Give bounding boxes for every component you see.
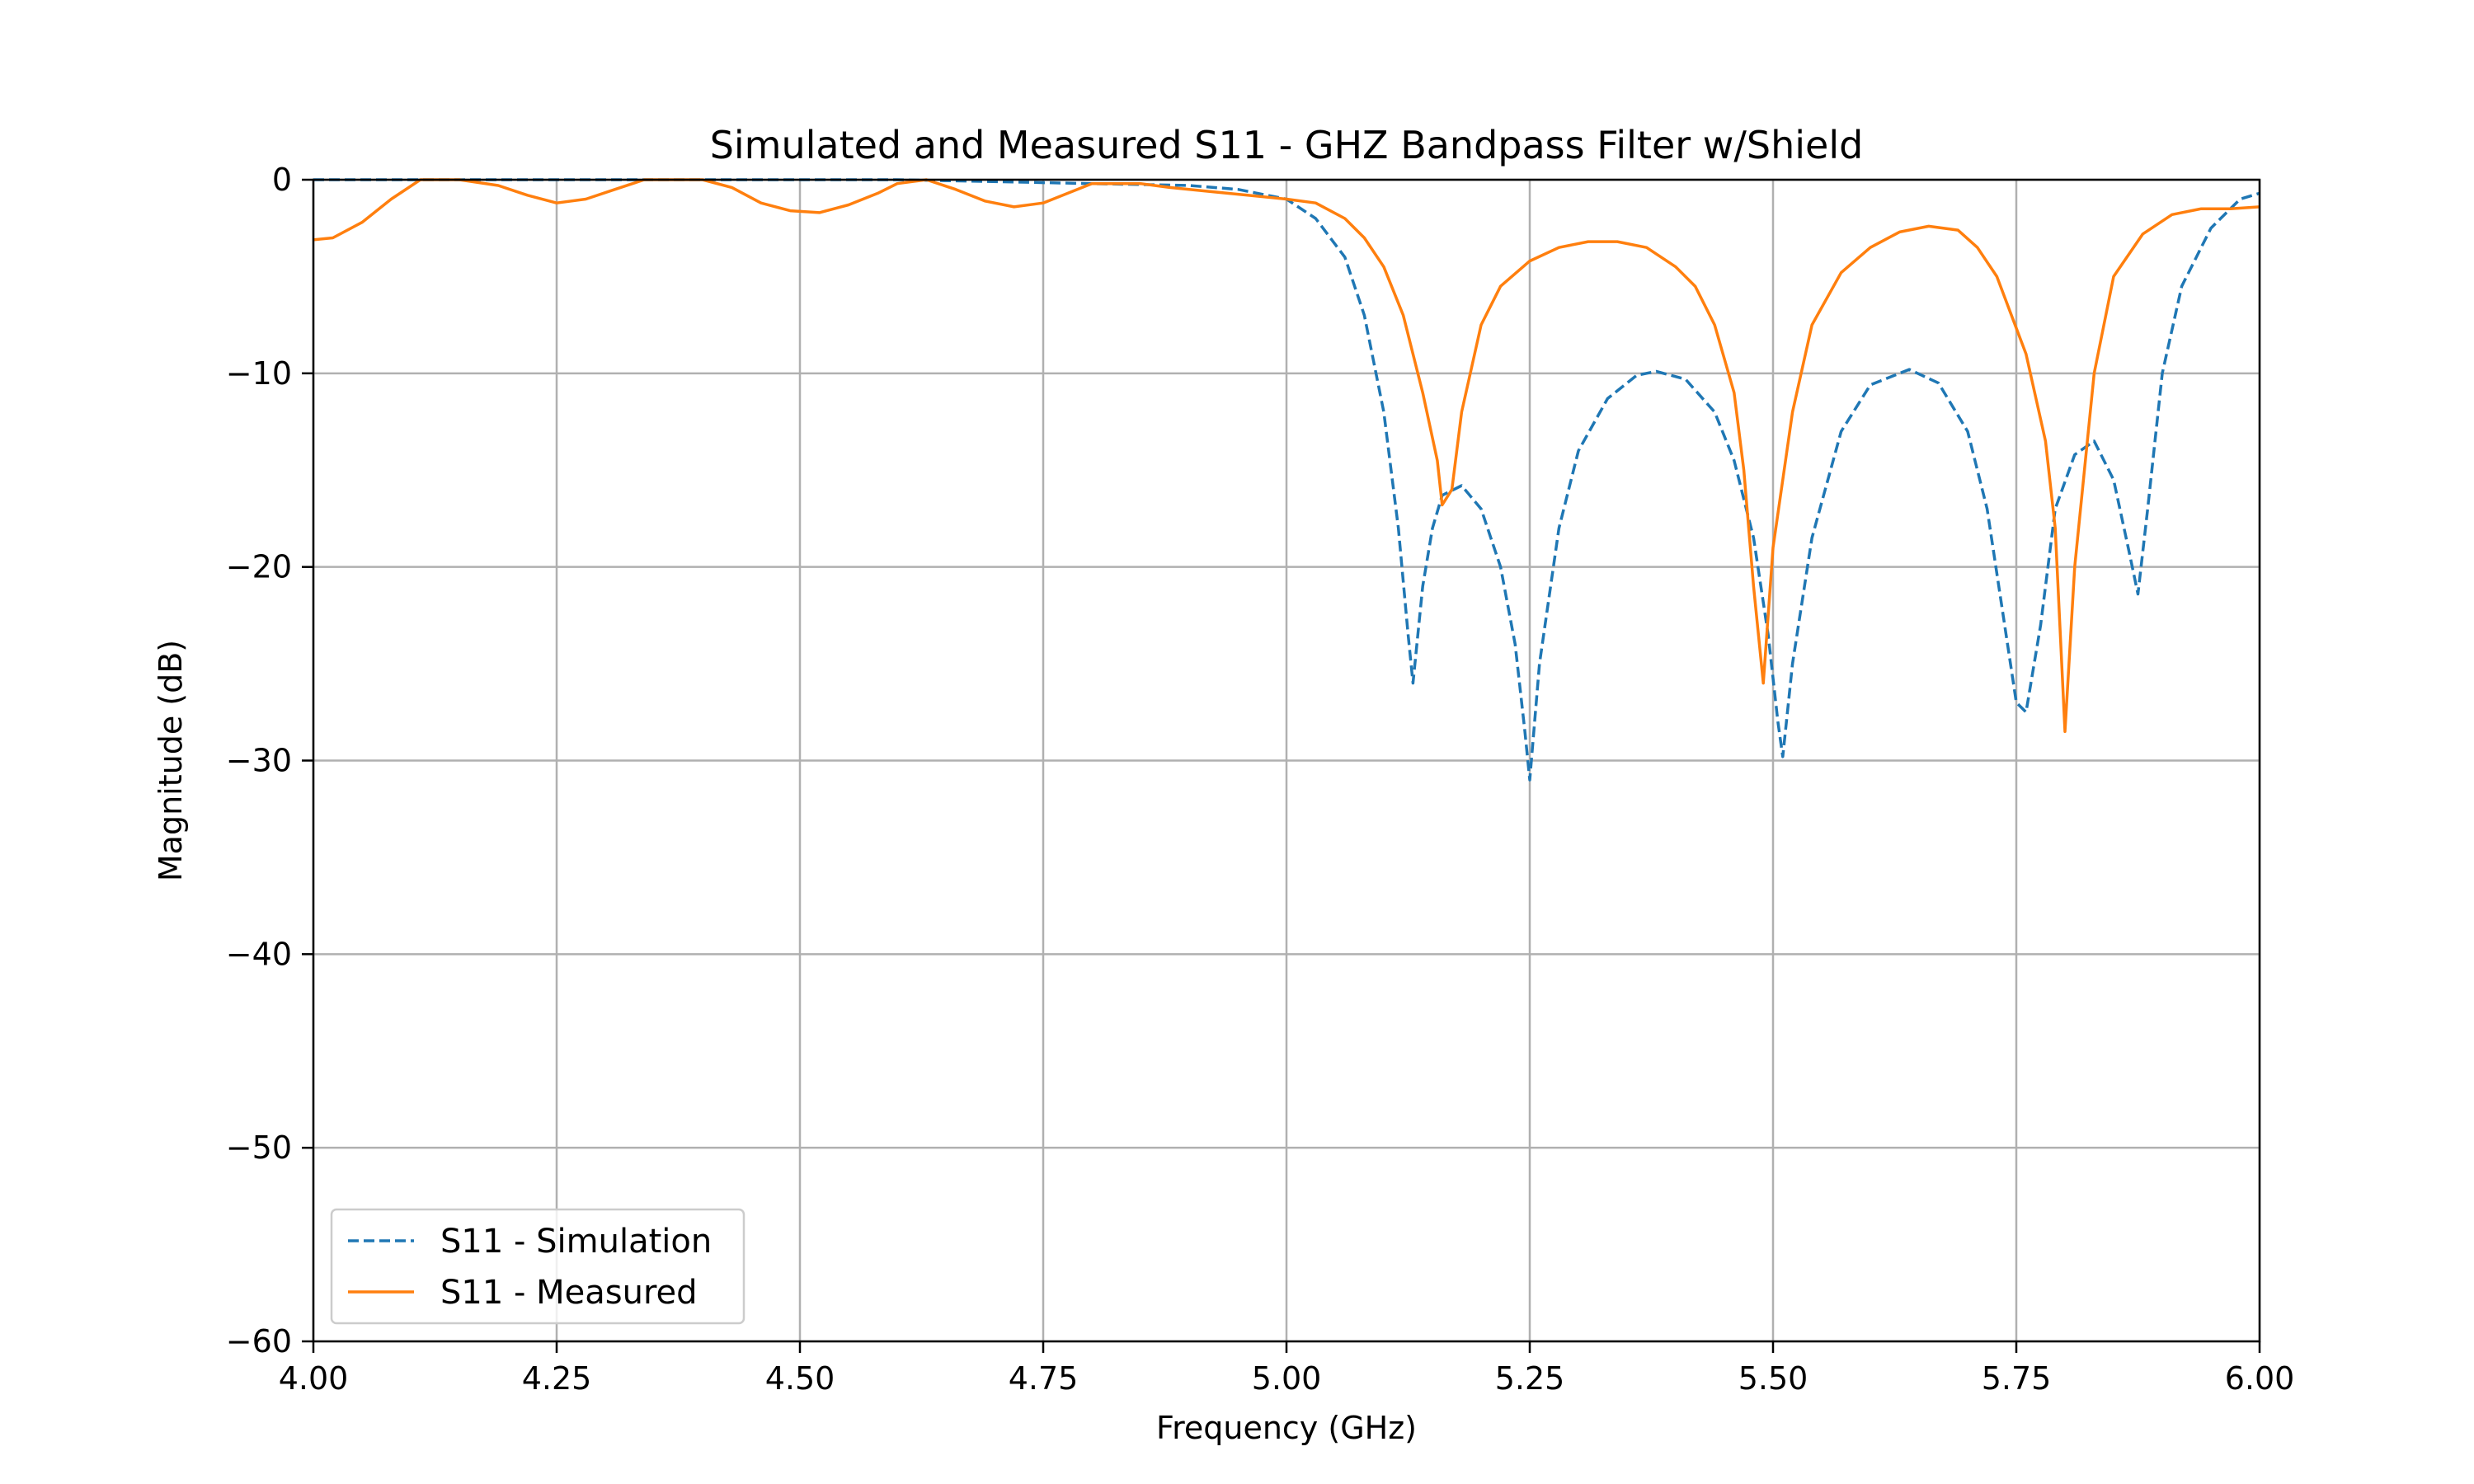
y-tick-label: −30: [226, 743, 292, 779]
y-tick-label: −40: [226, 936, 292, 972]
x-tick-label: 4.50: [765, 1360, 835, 1397]
y-tick-label: −20: [226, 549, 292, 585]
y-tick-label: 0: [272, 162, 292, 198]
x-tick-label: 5.75: [1982, 1360, 2052, 1397]
series-lines: [313, 178, 2260, 782]
y-tick-label: −50: [226, 1129, 292, 1166]
y-axis-label: Magnitude (dB): [153, 640, 189, 881]
x-tick-label: 5.00: [1252, 1360, 1322, 1397]
legend: S11 - Simulation S11 - Measured: [330, 1208, 745, 1325]
y-tick-label: −10: [226, 355, 292, 392]
axis-ticks: 4.00 4.25 4.50 4.75 5.00 5.25 5.50 5.75 6.00 0 −10…: [226, 162, 2295, 1397]
series-line-simulation: [313, 178, 2260, 782]
legend-box: [330, 1208, 745, 1325]
legend-label-simulation: S11 - Simulation: [440, 1223, 712, 1261]
x-tick-label: 4.00: [279, 1360, 349, 1397]
x-tick-label: 4.25: [522, 1360, 592, 1397]
chart-title: Simulated and Measured S11 - GHZ Bandpas…: [710, 123, 1864, 167]
legend-label-measured: S11 - Measured: [440, 1274, 698, 1312]
x-tick-label: 4.75: [1009, 1360, 1079, 1397]
x-tick-label: 5.50: [1738, 1360, 1808, 1397]
y-tick-label: −60: [226, 1323, 292, 1360]
series-line-measured: [313, 178, 2260, 734]
x-tick-label: 6.00: [2225, 1360, 2295, 1397]
x-tick-label: 5.25: [1495, 1360, 1565, 1397]
x-axis-label: Frequency (GHz): [1156, 1410, 1417, 1446]
